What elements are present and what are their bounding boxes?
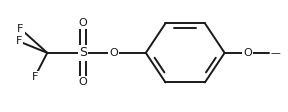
Text: O: O [244,48,252,58]
Text: —: — [270,48,280,58]
Text: O: O [79,77,88,87]
Text: F: F [16,36,22,46]
Text: O: O [109,48,118,58]
Text: O: O [79,18,88,28]
Text: F: F [32,72,38,82]
Text: S: S [79,46,87,59]
Text: F: F [17,24,24,34]
